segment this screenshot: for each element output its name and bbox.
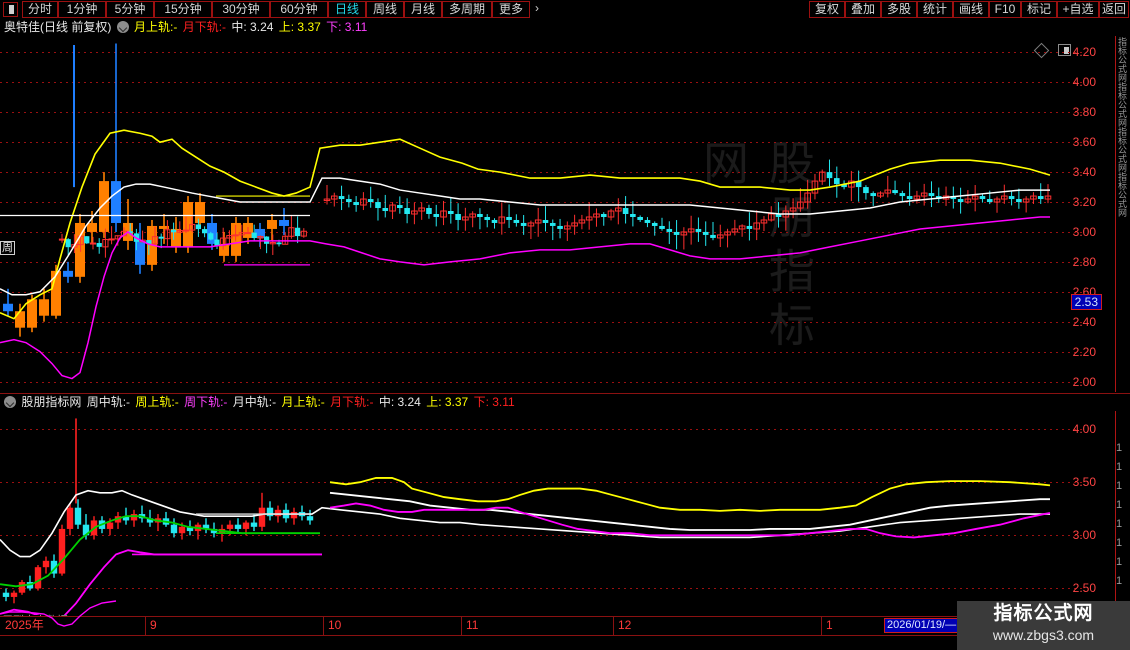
indicator-y-axis[interactable]: 4.00 3.50 3.00 2.50 1 1 1 1 1 1 1 1 (1073, 411, 1130, 615)
date-tick-2 (461, 617, 462, 635)
stock-title: 奥特佳(日线 前复权) (4, 20, 112, 34)
toolbar-period-5[interactable]: 60分钟 (270, 1, 328, 18)
y-tick-axis-top-6: 3.00 (1072, 224, 1096, 239)
toolbar-period-4[interactable]: 30分钟 (212, 1, 270, 18)
watermark-url: www.zbgs3.com (992, 627, 1095, 643)
date-label-2: 10 (328, 618, 342, 632)
indicator-panel: 股朋指标网 周中轨:- 周上轨:- 周下轨:- 月中轨:- 月上轨:- 月下轨:… (0, 394, 1130, 617)
panel-layout-icon[interactable] (3, 2, 18, 17)
legend-lower-value-2: 下: 3.11 (473, 395, 515, 409)
date-label-0: 2025年 (5, 618, 44, 632)
legend-week-lower: 周下轨:- (184, 395, 228, 409)
toolbar-action-0[interactable]: 复权 (809, 1, 845, 18)
toolbar-period-2[interactable]: 5分钟 (106, 1, 154, 18)
y-tick-axis-bot-1: 3.50 (1072, 475, 1096, 490)
y-tick-axis-top-9: 2.40 (1072, 314, 1096, 329)
toolbar-period-9[interactable]: 多周期 (442, 1, 492, 18)
toolbar-period-6[interactable]: 日线 (328, 1, 366, 18)
layout-toggle-icon[interactable] (1058, 44, 1071, 56)
toolbar-action-5[interactable]: F10 (989, 1, 1021, 18)
axis-col-digit-3: 1 (1116, 499, 1123, 511)
y-tick-axis-top-4: 3.40 (1072, 165, 1096, 180)
y-tick-axis-bot-2: 3.00 (1072, 528, 1096, 543)
legend-month-upper: 月上轨:- (134, 20, 178, 34)
top-toolbar: 分时 1分钟 5分钟 15分钟 30分钟 60分钟 日线 周线 月线 多周期 更多 › 复权 叠加 多股统… (0, 0, 1130, 20)
toolbar-period-8[interactable]: 月线 (404, 1, 442, 18)
indicator-plot-area[interactable] (0, 411, 1086, 615)
date-label-4: 12 (618, 618, 632, 632)
price-panel: 股朋指标网 奥特佳(日线 前复权) 月上轨:- 月下轨:- 中: 3.24 上:… (0, 19, 1130, 394)
date-tick-4 (821, 617, 822, 635)
legend-week-upper: 周上轨:- (135, 395, 179, 409)
legend-month-upper-2: 月上轨:- (281, 395, 325, 409)
legend-mid-value-2: 中: 3.24 (378, 395, 421, 409)
selected-date-tag: 2026/01/19/— (884, 618, 960, 633)
indicator-panel-header: 股朋指标网 周中轨:- 周上轨:- 周下轨:- 月中轨:- 月上轨:- 月下轨:… (0, 394, 517, 411)
week-marker-badge: 周 (0, 241, 15, 255)
toolbar-period-1[interactable]: 1分钟 (58, 1, 106, 18)
site-watermark: 指标公式网 www.zbgs3.com (957, 601, 1130, 650)
toolbar-action-7[interactable]: +自选 (1057, 1, 1099, 18)
date-tick-0 (145, 617, 146, 635)
axis-col-digit-4: 1 (1116, 518, 1123, 530)
toolbar-action-8[interactable]: 返回 (1099, 1, 1129, 18)
date-label-3: 11 (466, 618, 479, 632)
axis-col-digit-5: 1 (1116, 537, 1123, 549)
y-tick-axis-bot-3: 2.50 (1072, 581, 1096, 596)
axis-col-digit-6: 1 (1116, 556, 1123, 568)
toolbar-period-7[interactable]: 周线 (366, 1, 404, 18)
background-watermark: 股朋指标网 (697, 139, 815, 355)
toolbar-period-0[interactable]: 分时 (22, 1, 58, 18)
axis-col-digit-0: 1 (1116, 442, 1123, 454)
legend-upper-value-2: 上: 3.37 (426, 395, 469, 409)
future-data-curve (0, 600, 117, 627)
y-tick-axis-top-10: 2.20 (1072, 344, 1096, 359)
price-y-axis[interactable]: 4.20 4.00 3.80 3.60 3.40 3.20 3.00 2.80 2.60 2.40… (1070, 36, 1130, 392)
y-tick-axis-top-1: 4.00 (1072, 75, 1096, 90)
y-tick-axis-top-11: 2.00 (1072, 374, 1096, 389)
date-axis[interactable]: 2025年 9 10 11 12 1 2026/01/19/— (0, 616, 1130, 636)
date-label-1: 9 (150, 618, 157, 632)
y-tick-axis-bot-0: 4.00 (1072, 422, 1096, 437)
price-plot-area[interactable] (0, 36, 1086, 392)
y-tick-axis-top-0: 4.20 (1072, 45, 1096, 60)
legend-week-mid: 周中轨:- (86, 395, 131, 409)
toolbar-action-1[interactable]: 叠加 (845, 1, 881, 18)
toolbar-action-4[interactable]: 画线 (953, 1, 989, 18)
legend-mid-value: 中: 3.24 (231, 20, 274, 34)
chevron-circle-icon[interactable] (116, 21, 129, 33)
toolbar-action-2[interactable]: 多股 (881, 1, 917, 18)
y-tick-axis-top-5: 3.20 (1072, 195, 1096, 210)
indicator-title: 股朋指标网 (21, 395, 82, 409)
date-label-5: 1 (826, 618, 833, 632)
axis-col-digit-1: 1 (1116, 461, 1123, 473)
axis-col-digit-7: 1 (1116, 575, 1123, 587)
toolbar-period-10[interactable]: 更多 (492, 1, 530, 18)
toolbar-period-3[interactable]: 15分钟 (154, 1, 212, 18)
axis-col-digit-2: 1 (1116, 480, 1123, 492)
legend-month-mid: 月中轨:- (232, 395, 277, 409)
legend-month-lower-2: 月下轨:- (330, 395, 374, 409)
axis-vertical-watermark: 指标公式网指标公式网指标公式网指标公式网 (1117, 37, 1127, 218)
toolbar-more-chevron-icon[interactable]: › (530, 1, 544, 18)
toolbar-action-3[interactable]: 统计 (917, 1, 953, 18)
legend-upper-value: 上: 3.37 (278, 20, 321, 34)
y-tick-axis-top-2: 3.80 (1072, 105, 1096, 120)
current-price-tag: 2.53 (1070, 294, 1102, 311)
date-tick-3 (613, 617, 614, 635)
price-panel-header: 奥特佳(日线 前复权) 月上轨:- 月下轨:- 中: 3.24 上: 3.37 … (0, 19, 369, 36)
legend-month-lower: 月下轨:- (182, 20, 227, 34)
y-tick-axis-top-7: 2.80 (1072, 254, 1096, 269)
chevron-circle-icon-2[interactable] (4, 396, 16, 408)
watermark-title: 指标公式网 (993, 603, 1094, 624)
toolbar-action-6[interactable]: 标记 (1021, 1, 1057, 18)
legend-lower-value: 下: 3.11 (326, 20, 368, 34)
y-tick-axis-top-3: 3.60 (1072, 135, 1096, 150)
date-tick-1 (323, 617, 324, 635)
